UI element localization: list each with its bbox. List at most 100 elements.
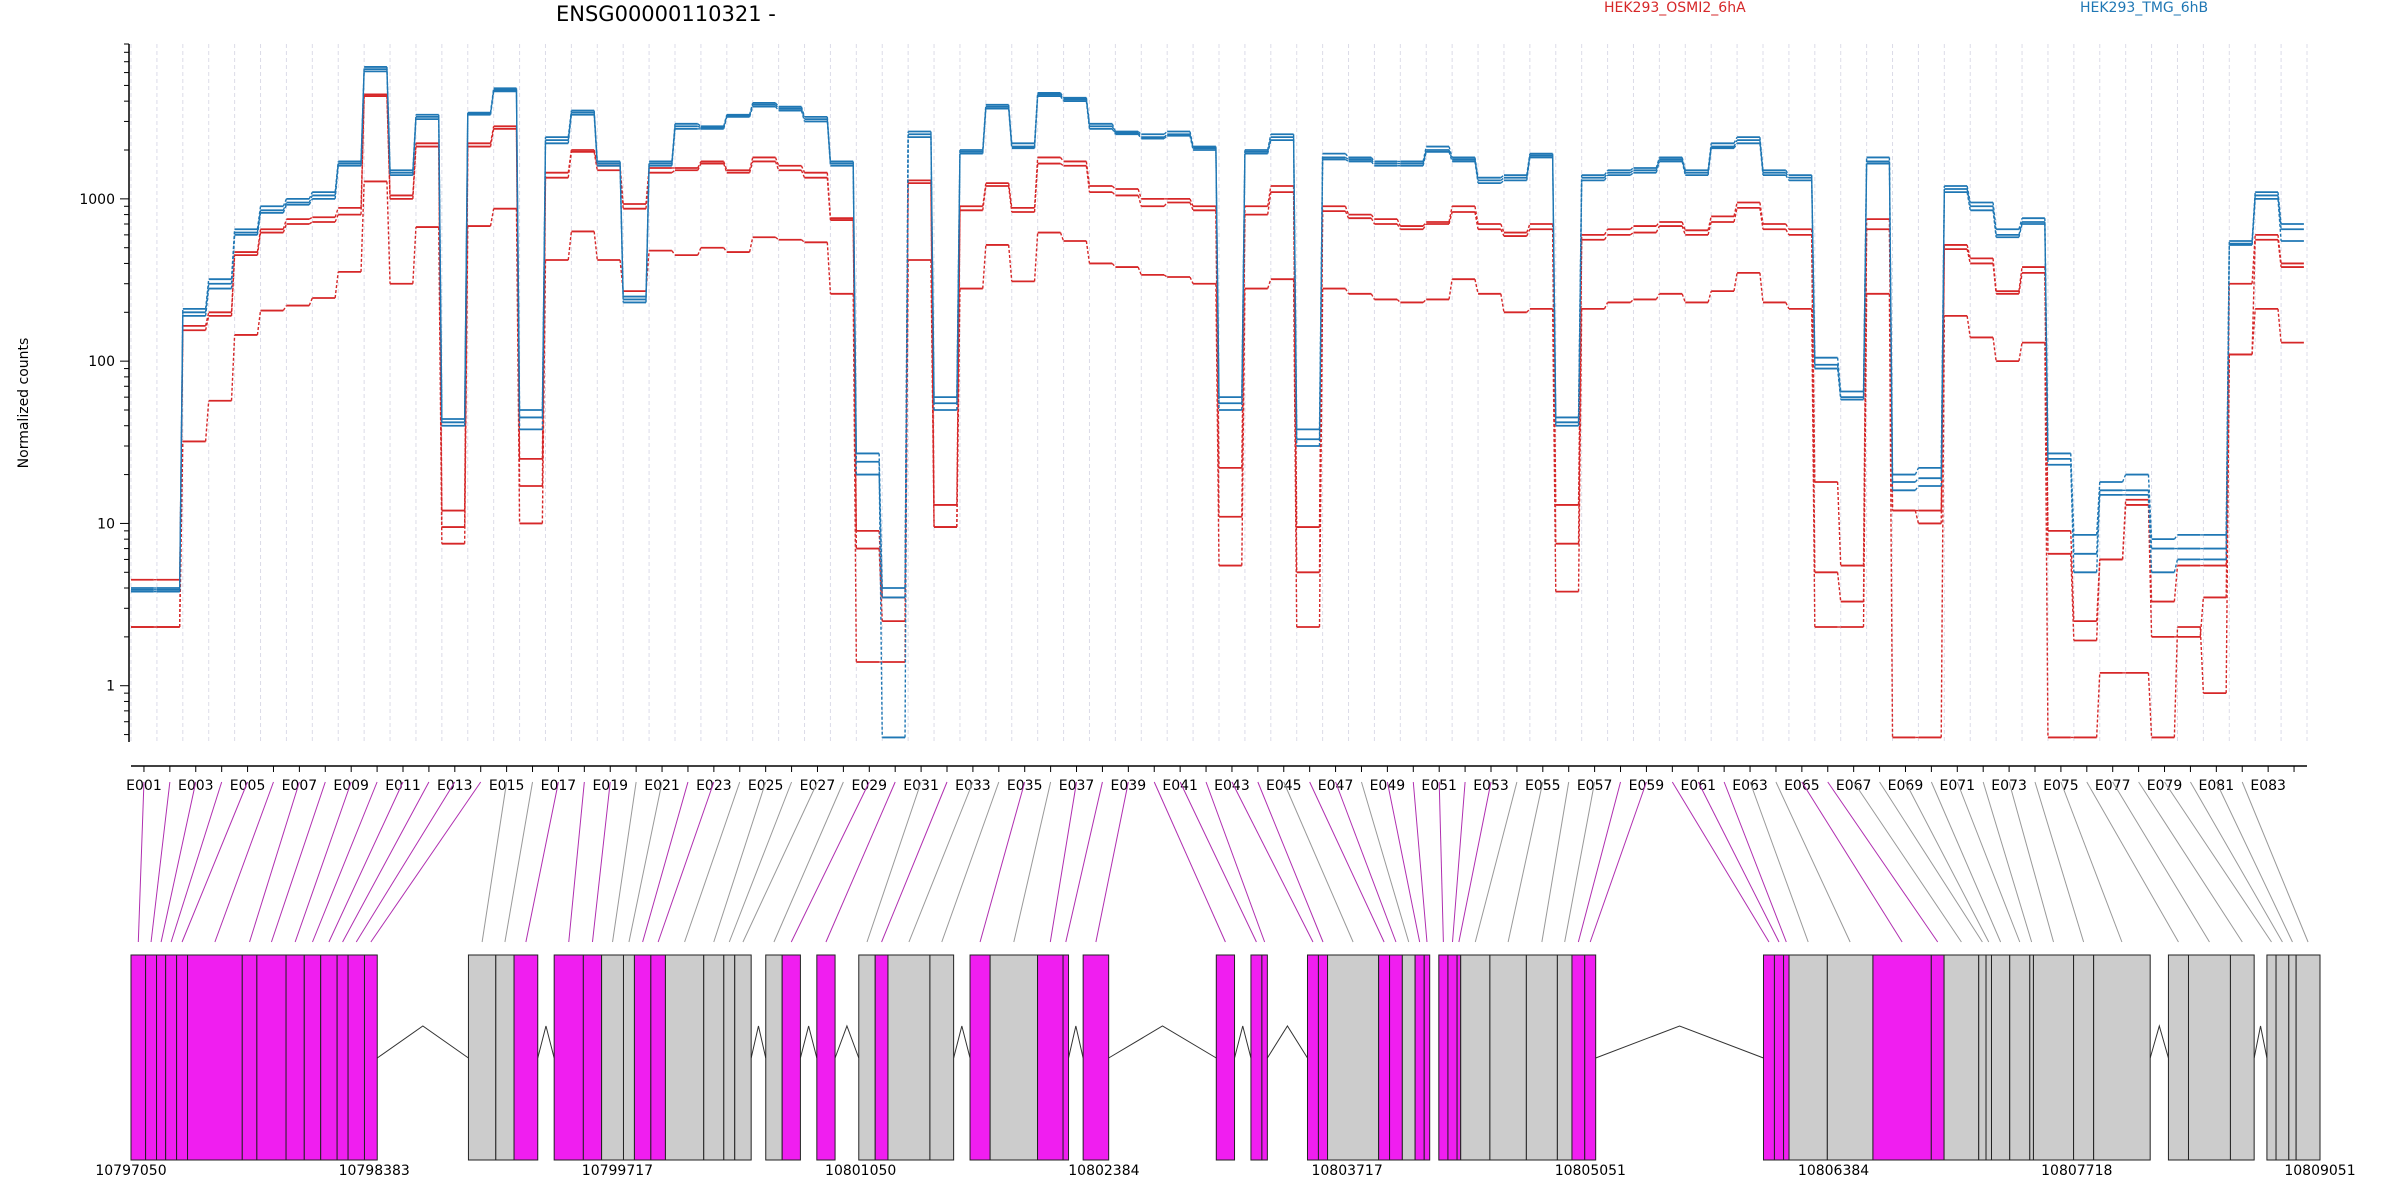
exon-block — [187, 954, 243, 1161]
exon-connector — [1801, 781, 1903, 943]
series-connector — [1733, 136, 1738, 144]
intron-line — [1068, 1025, 1084, 1059]
series-connector — [1992, 258, 1997, 292]
exon-block — [1525, 954, 1558, 1161]
exon-block — [989, 954, 1039, 1161]
series-connector — [1422, 223, 1427, 230]
series-connector — [1733, 142, 1738, 149]
series-connector — [1888, 163, 1894, 483]
series-connector — [593, 151, 598, 171]
series-connector — [1370, 217, 1376, 225]
series-connector — [541, 140, 547, 418]
series-connector — [1733, 202, 1738, 217]
series-connector — [1785, 223, 1790, 230]
y-tick-label: 1000 — [79, 192, 115, 208]
series-connector — [1759, 207, 1764, 230]
series-connector — [463, 113, 469, 423]
series-connector — [2044, 267, 2049, 531]
series-connector — [697, 125, 702, 129]
exon-connector — [2241, 781, 2309, 943]
series-connector — [1474, 279, 1479, 294]
series-connector — [1811, 177, 1816, 365]
series-connector — [334, 207, 339, 218]
exon-connector — [1956, 781, 2021, 943]
series-connector — [1137, 133, 1142, 140]
exon-block — [1460, 954, 1491, 1161]
exon-block — [1489, 954, 1527, 1161]
series-connector — [1914, 477, 1919, 483]
series-connector — [1500, 293, 1505, 313]
series-connector — [360, 94, 365, 208]
series-connector — [412, 227, 417, 284]
series-connector — [1163, 130, 1168, 135]
exon-block — [765, 954, 783, 1161]
exon-block — [2288, 954, 2297, 1161]
series-connector — [179, 312, 184, 590]
series-connector — [1707, 290, 1712, 303]
series-connector — [282, 223, 288, 233]
series-connector — [1137, 132, 1142, 138]
series-connector — [748, 157, 754, 171]
exon-connector — [160, 781, 197, 943]
series-connector — [723, 163, 728, 173]
exon-connector — [1412, 781, 1428, 943]
y-tick-label: 1 — [106, 679, 115, 695]
exon-connector — [612, 781, 637, 943]
series-connector — [1422, 146, 1427, 162]
series-connector — [230, 252, 236, 313]
series-connector — [1603, 302, 1609, 310]
series-connector — [1111, 128, 1116, 135]
exon-block — [467, 954, 497, 1161]
series-connector — [723, 247, 728, 253]
exon-block — [2093, 954, 2151, 1161]
series-connector — [463, 114, 469, 420]
series-connector — [308, 216, 313, 220]
exon-tick-label: E079 — [2147, 778, 2183, 794]
series-connector — [1526, 155, 1531, 178]
series-connector — [515, 91, 521, 411]
exon-block — [929, 954, 955, 1161]
series-connector — [800, 170, 806, 178]
series-connector — [671, 250, 676, 256]
exon-block — [2167, 954, 2189, 1161]
exon-tick-label: E045 — [1266, 778, 1302, 794]
exon-block — [1317, 954, 1329, 1161]
exon-connector — [1905, 781, 1990, 943]
series-connector — [256, 310, 262, 336]
series-connector — [1914, 485, 1919, 491]
series-connector — [1785, 172, 1790, 179]
exon-block — [1978, 954, 1987, 1161]
exon-tick-label: E007 — [282, 778, 318, 794]
series-connector — [1111, 185, 1116, 190]
exon-block — [1788, 954, 1828, 1161]
series-connector — [308, 191, 313, 200]
exon-connector — [1697, 781, 1780, 943]
series-connector — [1059, 157, 1065, 162]
series-connector — [1992, 202, 1997, 230]
series-connector — [2251, 192, 2256, 242]
series-connector — [1914, 510, 1920, 524]
series-connector — [1033, 232, 1039, 282]
series-connector — [1344, 288, 1350, 295]
series-connector — [2225, 244, 2230, 560]
exon-block — [2187, 954, 2231, 1161]
exon-block — [734, 954, 752, 1161]
exon-block — [582, 954, 603, 1161]
exon-block — [285, 954, 305, 1161]
series-connector — [1111, 123, 1117, 132]
exon-block — [513, 954, 539, 1161]
exon-connector — [1049, 781, 1078, 943]
series-connector — [1292, 279, 1298, 628]
series-connector — [360, 181, 365, 272]
series-connector — [1603, 234, 1609, 241]
series-connector — [282, 204, 288, 214]
series-connector — [1966, 248, 1971, 264]
exon-tick-label: E057 — [1577, 778, 1613, 794]
intron-line — [834, 1024, 860, 1059]
exon-block — [650, 954, 666, 1161]
intron-line — [1234, 1025, 1252, 1059]
series-connector — [774, 106, 780, 112]
series-connector — [1111, 191, 1116, 196]
exon-connector — [1853, 781, 1962, 943]
series-connector — [2070, 553, 2075, 641]
